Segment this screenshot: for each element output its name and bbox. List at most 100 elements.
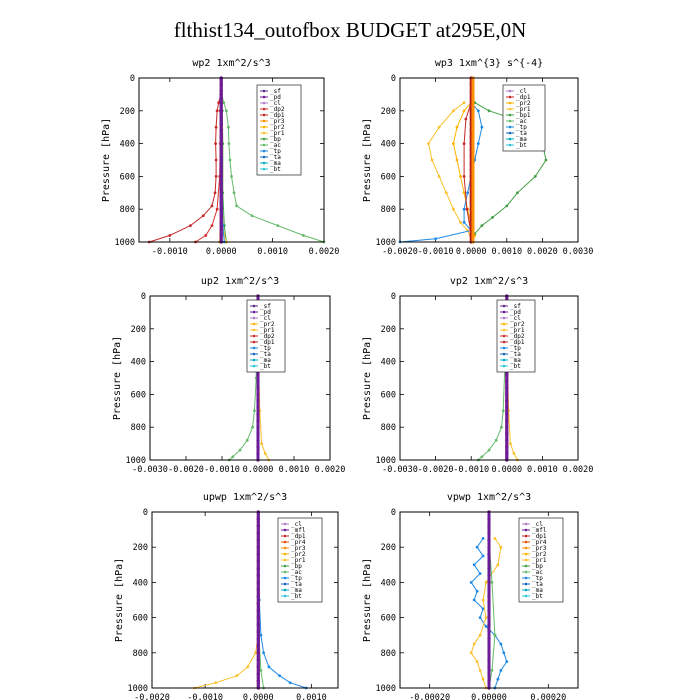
- x-tick-label: -0.0030: [382, 465, 418, 475]
- y-tick-label: 200: [120, 107, 135, 117]
- point-bp: [487, 109, 491, 113]
- legend-marker: [524, 540, 528, 544]
- legend-marker: [252, 304, 256, 308]
- point-pd: [256, 412, 260, 416]
- point-pd: [505, 445, 509, 449]
- point-pr1: [493, 537, 497, 540]
- panel-title: wp2 1xm^2/s^3: [192, 58, 270, 69]
- point-pr1: [496, 563, 500, 567]
- legend-marker: [524, 522, 528, 526]
- x-tick-label: -0.0020: [382, 247, 418, 257]
- legend-entry: _pd: [510, 309, 521, 316]
- point-ac: [259, 669, 263, 672]
- series-pr1: [194, 635, 259, 689]
- legend-marker: [502, 334, 506, 338]
- point-tp: [476, 142, 480, 146]
- x-tick-label: 0.0000: [206, 247, 237, 257]
- point-mfl: [256, 637, 260, 641]
- point-pr1: [508, 442, 512, 445]
- point-pr2: [455, 158, 459, 162]
- point-pd: [219, 135, 223, 139]
- point-mfl: [256, 601, 260, 606]
- y-tick-label: 600: [120, 172, 135, 182]
- point-pr3: [471, 220, 475, 224]
- legend-marker: [252, 334, 256, 338]
- point-mfl: [487, 679, 491, 683]
- point-tp: [478, 616, 482, 619]
- point-pr1: [444, 191, 448, 195]
- point-mfl: [487, 608, 491, 613]
- x-tick-label: -0.0010: [453, 465, 489, 475]
- point-dp1: [462, 142, 466, 146]
- legend-marker: [508, 137, 512, 141]
- point-pr3: [471, 161, 475, 165]
- point-pr1: [484, 581, 488, 584]
- series-dp1: [463, 102, 472, 234]
- legend-marker: [283, 534, 287, 538]
- legend-marker: [524, 564, 528, 568]
- legend-entry: _bp: [270, 136, 281, 143]
- legend-marker: [262, 89, 266, 93]
- legend-entry: _tp: [532, 575, 543, 582]
- point-pr3: [471, 109, 475, 113]
- x-tick-label: 0.0020: [309, 247, 340, 257]
- legend-marker: [252, 340, 256, 344]
- series-pr1: [427, 102, 472, 239]
- legend-entry: _bp1: [516, 112, 531, 119]
- point-tp: [480, 125, 484, 129]
- point-dp1: [213, 191, 217, 195]
- point-mfl: [487, 552, 491, 556]
- point-pr3: [471, 227, 475, 231]
- point-mfl: [487, 524, 491, 528]
- legend-marker: [283, 528, 287, 532]
- legend-entry: _pr2: [260, 321, 275, 328]
- legend-entry: _pr4: [532, 539, 547, 546]
- point-dp2: [204, 234, 208, 237]
- x-tick-label: -0.0020: [168, 465, 204, 475]
- legend-entry: _pd: [270, 94, 281, 101]
- legend-entry: _tp: [260, 345, 271, 352]
- point-ac: [235, 204, 239, 208]
- point-bp: [544, 158, 548, 162]
- legend-entry: _dp1: [516, 94, 531, 101]
- point-dp1: [201, 214, 205, 218]
- point-pd: [505, 386, 509, 390]
- point-mfl: [487, 580, 491, 585]
- point-pd: [219, 109, 223, 113]
- point-pd: [505, 419, 509, 423]
- point-pr3: [471, 233, 475, 238]
- y-axis-label: Pressure [hPa]: [114, 558, 125, 642]
- point-pr2: [455, 125, 459, 129]
- y-tick-label: 400: [381, 358, 396, 368]
- point-ac: [490, 669, 494, 672]
- legend-box: [256, 84, 302, 176]
- legend-entry: _pr2: [270, 124, 285, 131]
- point-mfl: [487, 672, 491, 676]
- point-pd: [219, 82, 223, 87]
- y-tick-label: 600: [381, 614, 396, 624]
- point-mfl: [256, 587, 260, 592]
- point-pr3: [471, 142, 475, 146]
- point-ac: [494, 438, 498, 442]
- point-ac: [480, 455, 484, 459]
- point-pr3: [471, 201, 475, 205]
- legend-marker: [283, 576, 287, 580]
- point-pr3: [471, 214, 475, 218]
- point-ac: [487, 448, 491, 452]
- point-mfl: [487, 601, 491, 606]
- point-mfl: [256, 531, 260, 535]
- point-pd: [219, 220, 223, 224]
- point-pd: [505, 412, 509, 416]
- y-tick-label: 200: [381, 543, 396, 553]
- point-mfl: [256, 608, 260, 613]
- point-mfl: [487, 630, 491, 634]
- point-mfl: [256, 517, 260, 521]
- point-pr2: [452, 142, 455, 146]
- legend-entry: _cl: [270, 100, 281, 107]
- point-pd: [219, 187, 223, 192]
- legend-entry: _ma: [516, 136, 527, 143]
- point-mfl: [487, 587, 491, 592]
- point-pr1: [430, 158, 434, 162]
- legend-marker: [252, 322, 256, 326]
- point-ac: [302, 234, 305, 237]
